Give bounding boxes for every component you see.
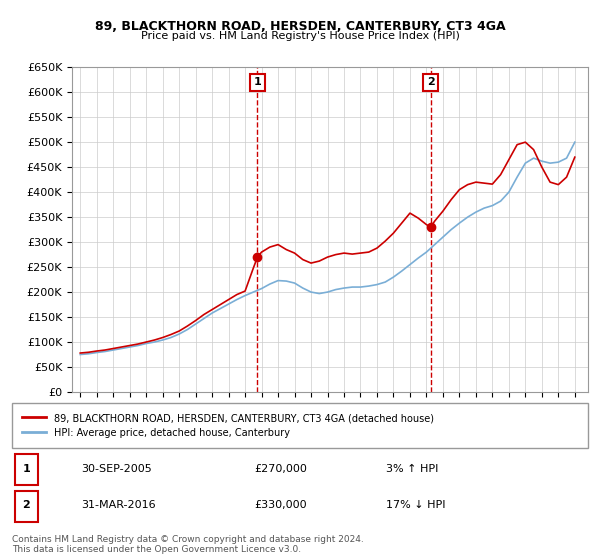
Text: 30-SEP-2005: 30-SEP-2005 <box>81 464 152 474</box>
Text: 17% ↓ HPI: 17% ↓ HPI <box>386 501 446 510</box>
Text: £330,000: £330,000 <box>254 501 307 510</box>
FancyBboxPatch shape <box>15 491 38 522</box>
Text: 2: 2 <box>23 501 30 510</box>
Text: Price paid vs. HM Land Registry's House Price Index (HPI): Price paid vs. HM Land Registry's House … <box>140 31 460 41</box>
Text: 1: 1 <box>254 77 262 87</box>
Text: 2: 2 <box>427 77 434 87</box>
Text: £270,000: £270,000 <box>254 464 307 474</box>
Legend: 89, BLACKTHORN ROAD, HERSDEN, CANTERBURY, CT3 4GA (detached house), HPI: Average: 89, BLACKTHORN ROAD, HERSDEN, CANTERBURY… <box>17 408 439 443</box>
Text: Contains HM Land Registry data © Crown copyright and database right 2024.
This d: Contains HM Land Registry data © Crown c… <box>12 535 364 554</box>
FancyBboxPatch shape <box>15 455 38 486</box>
Text: 1: 1 <box>23 464 30 474</box>
FancyBboxPatch shape <box>12 403 588 448</box>
Text: 31-MAR-2016: 31-MAR-2016 <box>81 501 156 510</box>
Text: 89, BLACKTHORN ROAD, HERSDEN, CANTERBURY, CT3 4GA: 89, BLACKTHORN ROAD, HERSDEN, CANTERBURY… <box>95 20 505 32</box>
Text: 3% ↑ HPI: 3% ↑ HPI <box>386 464 439 474</box>
